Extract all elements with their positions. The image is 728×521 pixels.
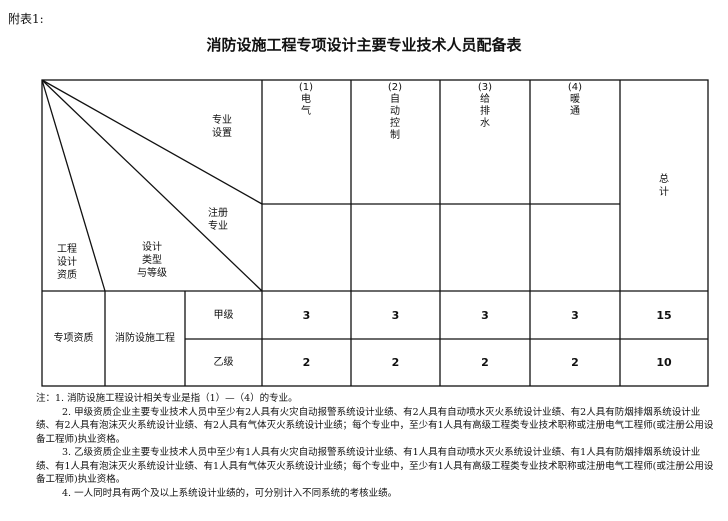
qualification-cell: 专项资质	[53, 333, 94, 344]
grade-cell: 甲级	[213, 309, 234, 321]
diagonal-line	[41, 79, 263, 292]
diagonal-line	[41, 79, 263, 205]
total-header: 总 计	[659, 173, 669, 198]
value-cell: 3	[571, 308, 579, 322]
table-title: 消防设施工程专项设计主要专业技术人员配备表	[206, 36, 522, 54]
value-cell: 2	[302, 356, 311, 369]
design-type-cell: 消防设施工程	[115, 333, 175, 344]
attachment-label: 附表1:	[8, 12, 44, 26]
specialty-header-automatic-control: (2) 自 动 控 制	[387, 82, 403, 141]
notes: 注：1. 消防设施工程设计相关专业是指（1）—（4）的专业。 2. 甲级资质企业…	[36, 392, 716, 500]
corner-label-design-qualification: 工程 设计 资质	[57, 243, 77, 281]
note-1: 注：1. 消防设施工程设计相关专业是指（1）—（4）的专业。	[36, 393, 298, 404]
value-cell: 3	[391, 308, 400, 322]
total-cell: 15	[656, 308, 672, 322]
total-cell: 10	[656, 356, 672, 369]
specialty-header-water-supply-drainage: (3) 给 排 水	[477, 82, 493, 129]
note-2: 2. 甲级资质企业主要专业技术人员中至少有2人具有火灾自动报警系统设计业绩、有2…	[36, 406, 714, 445]
table-border	[41, 79, 709, 387]
specialty-header-hvac: (4) 暖 通	[567, 82, 583, 117]
value-cell: 3	[302, 308, 311, 322]
value-cell: 2	[571, 356, 579, 369]
note-3: 3. 乙级资质企业主要专业技术人员中至少有1人具有火灾自动报警系统设计业绩、有1…	[36, 447, 714, 485]
corner-label-design-type-grade: 设计 类型 与等级	[137, 241, 167, 279]
value-cell: 2	[391, 356, 400, 369]
diagonal-line	[41, 79, 106, 292]
value-cell: 2	[481, 356, 489, 369]
note-4: 4. 一人同时具有两个及以上系统设计业绩的，可分别计入不同系统的考核业绩。	[62, 487, 398, 499]
value-cell: 3	[481, 308, 489, 322]
corner-label-specialty-setting: 专业 设置	[212, 115, 232, 139]
specialty-header-electrical: (1) 电 气	[298, 82, 314, 117]
corner-label-registered-specialty: 注册 专业	[208, 208, 228, 232]
grade-cell: 乙级	[213, 357, 234, 368]
